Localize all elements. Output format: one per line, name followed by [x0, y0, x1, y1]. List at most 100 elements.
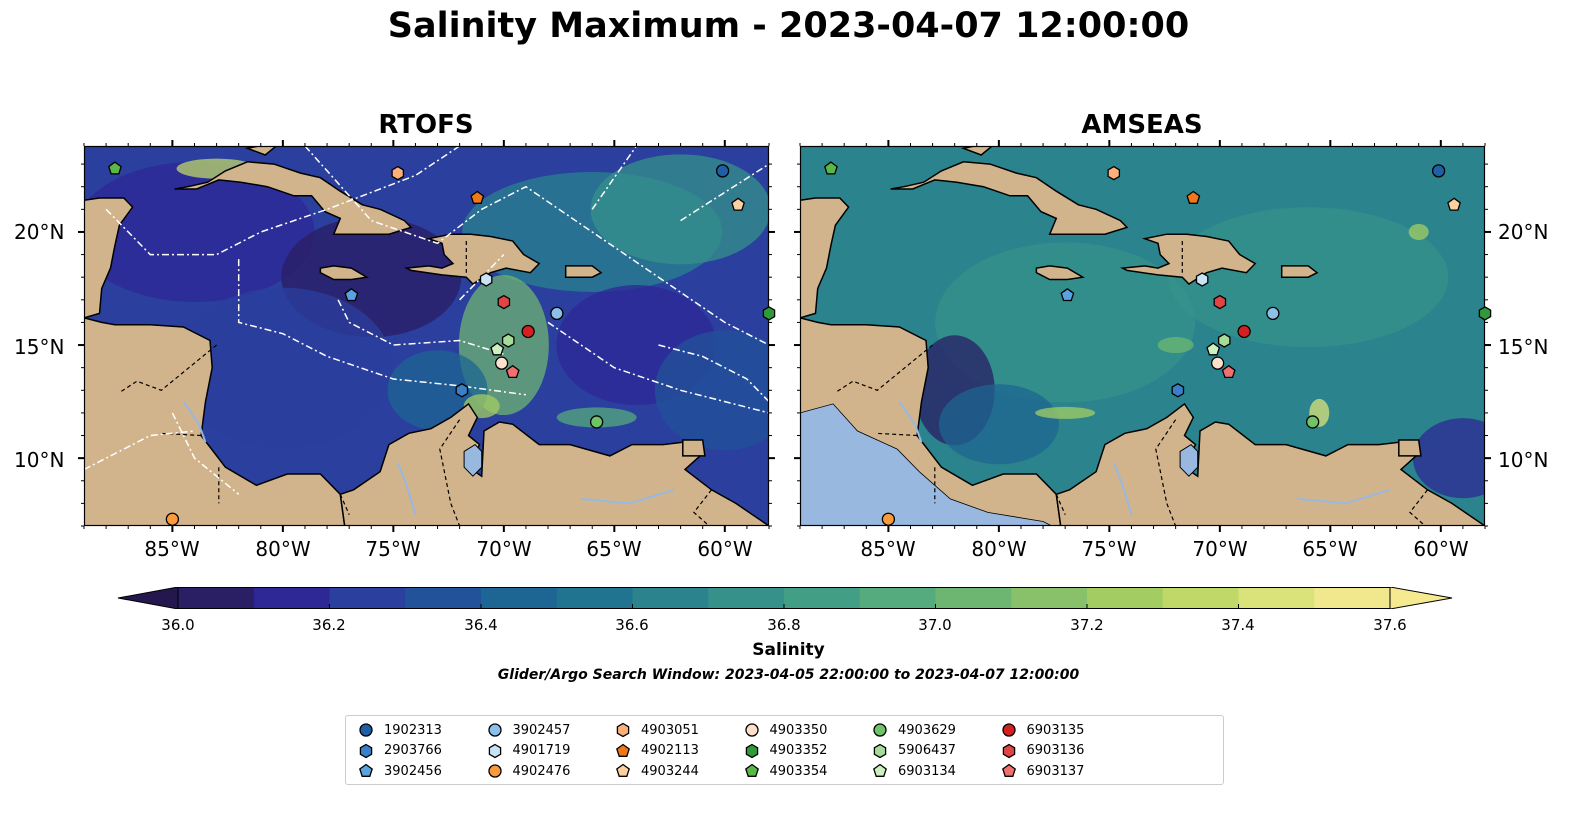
float-marker-6903135-rtofs — [521, 324, 535, 339]
map-panel-rtofs — [78, 140, 776, 532]
legend-label: 4902113 — [641, 743, 699, 758]
colorbar-bin — [1238, 587, 1315, 609]
legend-marker-5906437 — [873, 743, 887, 758]
lon-label-65w-amseas: 65°W — [1302, 537, 1358, 561]
lat-label-10n-left: 10°N — [14, 448, 65, 472]
legend-label: 4903354 — [769, 763, 828, 779]
search-window-caption: Glider/Argo Search Window: 2023-04-05 22… — [497, 667, 1080, 683]
legend-label: 4903352 — [769, 743, 828, 758]
legend-item: 4903352 — [744, 741, 828, 761]
colorbar-bin — [632, 587, 709, 609]
panel-title-amseas: AMSEAS — [1081, 110, 1203, 140]
legend-label: 6903136 — [1026, 743, 1085, 758]
legend-marker-6903134 — [873, 763, 887, 777]
lat-label-10n-right: 10°N — [1498, 448, 1549, 472]
legend-marker-4901719 — [488, 743, 501, 758]
legend-marker-4902476 — [487, 764, 502, 778]
colorbar-tick-36-6: 36.6 — [615, 616, 649, 634]
float-marker-1902313-amseas — [1431, 164, 1446, 178]
lat-label-20n-left: 20°N — [14, 220, 65, 244]
float-legend: 1902313 2903766 3902456 3902457 4901719 49024… — [345, 715, 1224, 785]
legend-marker-6903137 — [1001, 763, 1016, 777]
colorbar-extend-max — [1389, 587, 1453, 609]
colorbar-tick-37-4: 37.4 — [1221, 616, 1255, 634]
lon-label-70w-rtofs: 70°W — [476, 537, 532, 561]
colorbar-bin — [708, 587, 785, 609]
legend-item: 6903137 — [1001, 761, 1085, 781]
legend-marker-6903136 — [1002, 743, 1015, 758]
legend-item: 4903354 — [744, 761, 828, 781]
legend-item: 1902313 — [358, 720, 442, 740]
colorbar-bin — [784, 587, 861, 609]
lon-label-85w-rtofs: 85°W — [144, 537, 200, 561]
float-marker-6903137-rtofs — [505, 364, 520, 379]
legend-label: 4901719 — [512, 743, 571, 758]
float-marker-4903350-rtofs — [494, 356, 509, 370]
legend-item: 5906437 — [872, 741, 956, 761]
legend-marker-4903051 — [616, 722, 630, 738]
colorbar-bin — [481, 587, 558, 609]
float-marker-4902113-rtofs — [470, 190, 485, 204]
float-marker-4902476-rtofs — [165, 512, 180, 526]
float-marker-4901719-rtofs — [479, 272, 493, 287]
lon-label-60w-amseas: 60°W — [1413, 537, 1469, 561]
legend-marker-4903354 — [744, 763, 759, 777]
legend-item: 4903244 — [615, 761, 699, 781]
float-marker-4903244-amseas — [1447, 197, 1461, 211]
float-marker-2903766-amseas — [1171, 383, 1185, 398]
float-marker-4903051-rtofs — [391, 165, 405, 181]
float-marker-4903051-amseas — [1107, 165, 1121, 181]
legend-item: 4903350 — [744, 720, 827, 740]
colorbar-tick-36-8: 36.8 — [767, 616, 801, 634]
legend-item: 6903136 — [1001, 741, 1085, 761]
legend-marker-1902313 — [359, 723, 373, 737]
colorbar-bin — [1314, 587, 1391, 609]
float-marker-4901719-amseas — [1195, 272, 1209, 287]
float-marker-3902456-rtofs — [344, 287, 359, 302]
legend-marker-2903766 — [359, 743, 373, 758]
legend-item: 3902456 — [358, 761, 442, 781]
lon-label-85w-amseas: 85°W — [860, 537, 916, 561]
lon-label-80w-amseas: 80°W — [971, 537, 1027, 561]
legend-label: 2903766 — [384, 743, 442, 758]
colorbar-bin — [1087, 587, 1164, 609]
legend-marker-4903244 — [616, 763, 630, 777]
colorbar-tick-37-6: 37.6 — [1373, 616, 1407, 634]
legend-label: 6903137 — [1026, 763, 1085, 779]
legend-label: 4902476 — [512, 763, 571, 779]
colorbar-bin — [556, 587, 633, 609]
colorbar-bin — [178, 587, 255, 609]
colorbar-tick-36-0: 36.0 — [161, 616, 195, 634]
lon-label-70w-amseas: 70°W — [1192, 537, 1248, 561]
legend-marker-3902456 — [359, 763, 373, 777]
colorbar-bin — [253, 587, 330, 609]
colorbar-tick-37-2: 37.2 — [1070, 616, 1104, 634]
legend-marker-6903135 — [1001, 723, 1016, 737]
lon-label-75w-rtofs: 75°W — [365, 537, 421, 561]
legend-item: 4902476 — [487, 761, 571, 781]
colorbar-bin — [1162, 587, 1239, 609]
colorbar-tick-37-0: 37.0 — [918, 616, 952, 634]
float-marker-4903352-rtofs — [762, 306, 776, 321]
float-marker-4902113-amseas — [1186, 190, 1201, 204]
lon-label-60w-rtofs: 60°W — [697, 537, 753, 561]
legend-label: 1902313 — [384, 722, 442, 738]
colorbar-bin — [1011, 587, 1088, 609]
lat-label-15n-left: 15°N — [14, 335, 65, 359]
colorbar-bin — [329, 587, 406, 609]
legend-item: 6903135 — [1001, 720, 1085, 740]
legend-label: 6903135 — [1026, 722, 1085, 738]
float-marker-4903350-amseas — [1210, 356, 1225, 370]
float-marker-4903354-rtofs — [108, 161, 122, 175]
legend-label: 4903244 — [641, 763, 699, 779]
legend-marker-3902457 — [487, 723, 502, 737]
legend-label: 4903629 — [898, 722, 956, 738]
float-marker-3902457-amseas — [1266, 306, 1280, 321]
legend-item: 3902457 — [487, 720, 570, 740]
legend-marker-4903350 — [744, 723, 759, 737]
legend-marker-4903352 — [745, 743, 758, 758]
float-marker-2903766-rtofs — [455, 383, 469, 398]
float-marker-4903244-rtofs — [731, 197, 745, 211]
float-marker-5906437-amseas — [1217, 333, 1231, 348]
float-marker-4903352-amseas — [1478, 306, 1492, 321]
